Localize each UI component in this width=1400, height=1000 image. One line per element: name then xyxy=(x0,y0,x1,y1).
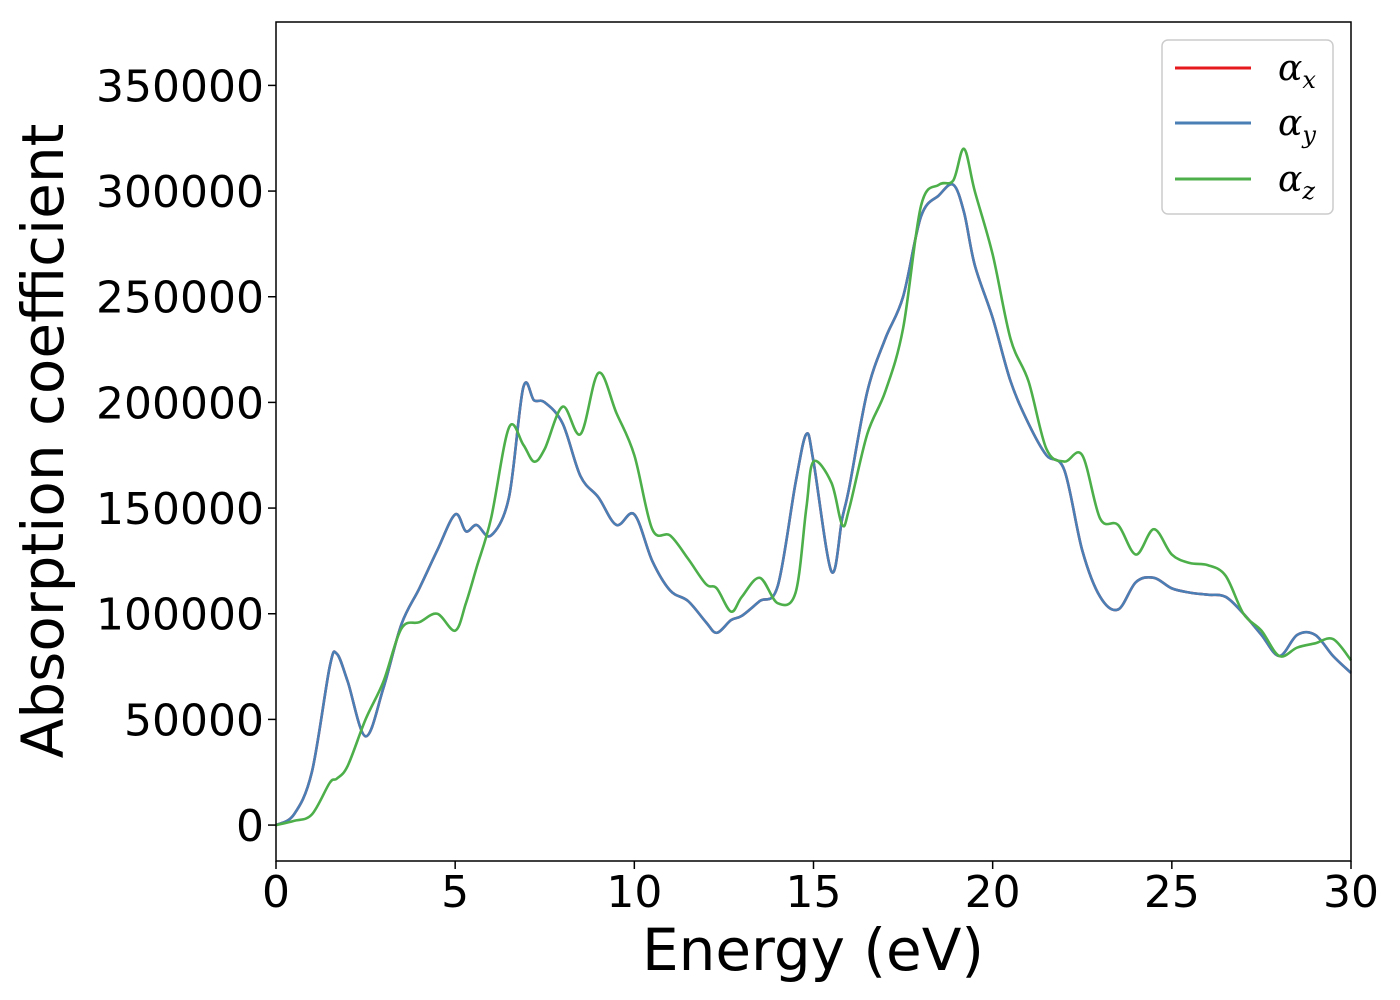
x-axis-title: Energy (eV) xyxy=(642,916,984,984)
x-tick-label: 10 xyxy=(606,867,662,918)
y-tick-label: 100000 xyxy=(96,590,264,641)
legend-label-alpha-y: αy xyxy=(1278,103,1316,149)
y-tick-label: 250000 xyxy=(96,273,264,324)
y-tick-label: 0 xyxy=(236,801,264,852)
series-line-alpha-y xyxy=(275,182,1352,827)
x-tick-label: 30 xyxy=(1323,867,1379,918)
x-tick-label: 0 xyxy=(262,867,290,918)
series-line-alpha-z xyxy=(275,147,1353,827)
y-tick-label: 300000 xyxy=(96,167,264,218)
series-layer xyxy=(275,147,1353,827)
legend-label-alpha-z: αz xyxy=(1278,159,1315,205)
y-axis-title: Absorption coefficient xyxy=(9,124,77,759)
y-tick-label: 150000 xyxy=(96,484,264,535)
legend: αx αy αz xyxy=(1161,39,1334,215)
x-tick-label: 25 xyxy=(1144,867,1200,918)
x-tick-label: 5 xyxy=(441,867,469,918)
y-axis: 0 50000 100000 150000 200000 250000 300000 3500… xyxy=(96,61,276,852)
x-tick-label: 20 xyxy=(965,867,1021,918)
x-tick-label: 15 xyxy=(786,867,842,918)
x-axis: 0 5 10 15 20 25 30 xyxy=(262,861,1379,918)
legend-label-alpha-x: αx xyxy=(1278,48,1316,94)
y-tick-label: 350000 xyxy=(96,61,264,112)
y-tick-label: 50000 xyxy=(124,695,264,746)
legend-box xyxy=(1161,39,1334,215)
y-tick-label: 200000 xyxy=(96,378,264,429)
